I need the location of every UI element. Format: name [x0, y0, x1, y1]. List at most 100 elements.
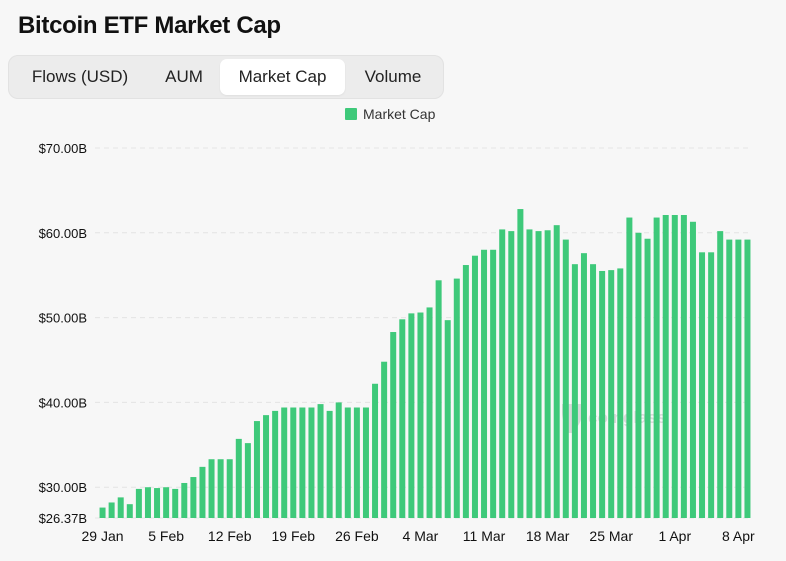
- market-cap-bar[interactable]: [326, 410, 333, 518]
- market-cap-bar[interactable]: [617, 268, 624, 518]
- market-cap-bar[interactable]: [154, 488, 161, 518]
- x-tick-label: 12 Feb: [208, 528, 252, 544]
- x-axis: 29 Jan 5 Feb 12 Feb 19 Feb 26 Feb 4 Mar 11 Mar…: [82, 528, 756, 544]
- market-cap-bar[interactable]: [272, 410, 279, 518]
- market-cap-bar[interactable]: [108, 502, 115, 518]
- market-cap-bar[interactable]: [190, 477, 197, 518]
- market-cap-bar[interactable]: [708, 252, 715, 518]
- market-cap-bar[interactable]: [626, 217, 633, 519]
- market-cap-bar[interactable]: [744, 239, 751, 518]
- market-cap-bar[interactable]: [290, 407, 297, 519]
- x-tick-label: 29 Jan: [82, 528, 124, 544]
- market-cap-bar[interactable]: [680, 215, 687, 518]
- tab-volume[interactable]: Volume: [364, 67, 422, 86]
- market-cap-bar[interactable]: [608, 270, 615, 518]
- market-cap-bar[interactable]: [580, 253, 587, 518]
- market-cap-bar[interactable]: [362, 407, 369, 519]
- market-cap-bar[interactable]: [208, 459, 215, 518]
- market-cap-bar[interactable]: [462, 265, 469, 518]
- market-cap-bar[interactable]: [335, 402, 342, 518]
- x-tick-label: 19 Feb: [271, 528, 315, 544]
- chart-type-tabs: Flows (USD) AUM Market Cap Volume: [8, 55, 444, 99]
- market-cap-bar[interactable]: [308, 407, 315, 519]
- market-cap-bar[interactable]: [699, 252, 706, 518]
- market-cap-bar[interactable]: [372, 383, 379, 518]
- market-cap-bar[interactable]: [644, 238, 651, 519]
- market-cap-bar[interactable]: [571, 264, 578, 518]
- market-cap-bar[interactable]: [399, 319, 406, 518]
- x-tick-label: 25 Mar: [589, 528, 633, 544]
- market-cap-bar[interactable]: [435, 280, 442, 518]
- market-cap-bar[interactable]: [453, 278, 460, 518]
- market-cap-bar[interactable]: [408, 313, 415, 518]
- market-cap-bar[interactable]: [217, 459, 224, 518]
- bar-series: [99, 209, 751, 519]
- market-cap-bar[interactable]: [317, 404, 324, 518]
- x-tick-label: 18 Mar: [526, 528, 570, 544]
- x-tick-label: 11 Mar: [463, 528, 506, 544]
- tab-aum[interactable]: AUM: [165, 67, 203, 86]
- market-cap-bar[interactable]: [181, 482, 188, 518]
- market-cap-bar[interactable]: [117, 497, 124, 518]
- market-cap-bar[interactable]: [553, 225, 560, 519]
- market-cap-bar[interactable]: [635, 232, 642, 519]
- tab-flows-usd[interactable]: Flows (USD): [31, 67, 129, 86]
- market-cap-bar[interactable]: [299, 407, 306, 519]
- y-tick-label: $26.37B: [39, 511, 87, 526]
- market-cap-bar[interactable]: [535, 231, 542, 519]
- market-cap-bar[interactable]: [590, 264, 597, 518]
- market-cap-bar[interactable]: [172, 488, 179, 518]
- market-cap-bar[interactable]: [426, 307, 433, 518]
- market-cap-bar[interactable]: [135, 488, 142, 518]
- market-cap-bar[interactable]: [390, 332, 397, 518]
- market-cap-bar[interactable]: [490, 249, 497, 518]
- market-cap-bar[interactable]: [508, 231, 515, 519]
- market-cap-bar[interactable]: [726, 239, 733, 518]
- market-cap-bar[interactable]: [253, 421, 260, 518]
- market-cap-bar[interactable]: [126, 504, 133, 518]
- y-tick-label: $50.00B: [39, 311, 87, 326]
- market-cap-bar[interactable]: [735, 239, 742, 518]
- x-tick-label: 4 Mar: [403, 528, 439, 544]
- market-cap-bar[interactable]: [99, 507, 106, 518]
- market-cap-bar[interactable]: [381, 361, 388, 518]
- market-cap-bar[interactable]: [226, 459, 233, 518]
- page-title: Bitcoin ETF Market Cap: [18, 12, 281, 39]
- market-cap-bar[interactable]: [689, 221, 696, 518]
- y-tick-label: $40.00B: [39, 395, 87, 410]
- market-cap-bar[interactable]: [471, 255, 478, 518]
- x-tick-label: 26 Feb: [335, 528, 379, 544]
- market-cap-bar[interactable]: [526, 229, 533, 518]
- market-cap-bar[interactable]: [444, 320, 451, 518]
- legend-label: Market Cap: [363, 106, 436, 122]
- y-axis: $70.00B $60.00B $50.00B $40.00B $30.00B $26.3…: [39, 141, 87, 526]
- market-cap-bar[interactable]: [599, 270, 606, 518]
- x-tick-label: 1 Apr: [658, 528, 691, 544]
- y-tick-label: $70.00B: [39, 141, 87, 156]
- y-tick-label: $60.00B: [39, 226, 87, 241]
- market-cap-bar[interactable]: [263, 415, 270, 518]
- market-cap-bar[interactable]: [144, 487, 151, 518]
- market-cap-bar[interactable]: [717, 231, 724, 519]
- market-cap-bar[interactable]: [163, 487, 170, 518]
- market-cap-bar[interactable]: [344, 407, 351, 519]
- market-cap-bar[interactable]: [281, 407, 288, 519]
- market-cap-bar[interactable]: [353, 407, 360, 519]
- market-cap-bar[interactable]: [235, 438, 242, 518]
- market-cap-bar[interactable]: [499, 229, 506, 518]
- market-cap-bar[interactable]: [244, 443, 251, 518]
- tab-market-cap[interactable]: Market Cap: [220, 59, 345, 95]
- market-cap-bar[interactable]: [481, 249, 488, 518]
- market-cap-bar[interactable]: [653, 217, 660, 519]
- market-cap-bar[interactable]: [199, 466, 206, 518]
- market-cap-bar[interactable]: [662, 215, 669, 518]
- market-cap-bar[interactable]: [417, 312, 424, 518]
- legend[interactable]: Market Cap: [345, 106, 436, 122]
- market-cap-bar[interactable]: [562, 239, 569, 518]
- market-cap-bar[interactable]: [517, 209, 524, 518]
- y-tick-label: $30.00B: [39, 480, 87, 495]
- market-cap-bar[interactable]: [544, 230, 551, 518]
- market-cap-bar[interactable]: [671, 215, 678, 518]
- x-tick-label: 8 Apr: [722, 528, 755, 544]
